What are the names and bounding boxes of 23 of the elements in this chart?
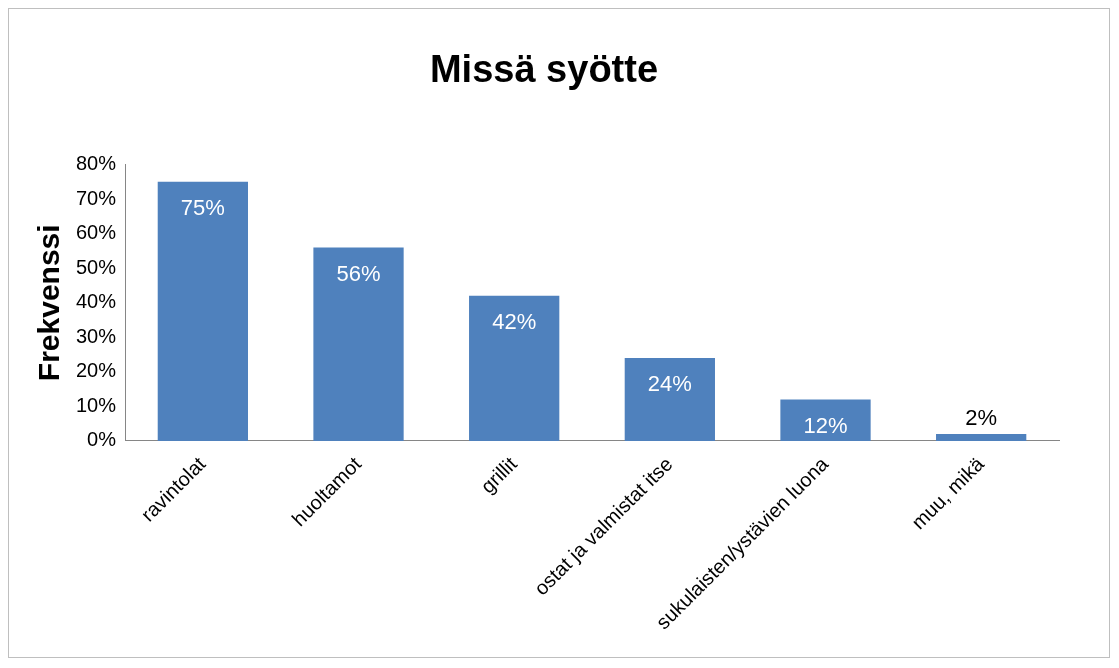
y-tick-label: 20%	[76, 359, 117, 382]
y-tick-label: 80%	[76, 152, 117, 175]
y-axis-title: Frekvenssi	[32, 224, 66, 382]
bar	[780, 399, 871, 441]
data-label: 24%	[647, 371, 692, 397]
bar	[624, 358, 715, 441]
bar	[469, 295, 560, 441]
y-tick-label: 40%	[76, 290, 117, 313]
data-label: 75%	[180, 194, 225, 220]
y-tick-label: 0%	[87, 428, 117, 451]
y-tick-label: 60%	[76, 221, 117, 244]
data-label: 42%	[492, 308, 537, 334]
chart-title: Missä syötte	[429, 48, 659, 91]
bar	[157, 181, 248, 441]
data-label: 2%	[965, 405, 998, 431]
y-tick-label: 10%	[76, 393, 117, 416]
bar	[936, 434, 1027, 441]
y-tick-label: 70%	[76, 186, 117, 209]
y-tick-label: 50%	[76, 255, 117, 278]
y-tick-label: 30%	[76, 324, 117, 347]
data-label: 56%	[336, 260, 381, 286]
data-label: 12%	[803, 412, 848, 438]
bar	[313, 247, 404, 441]
